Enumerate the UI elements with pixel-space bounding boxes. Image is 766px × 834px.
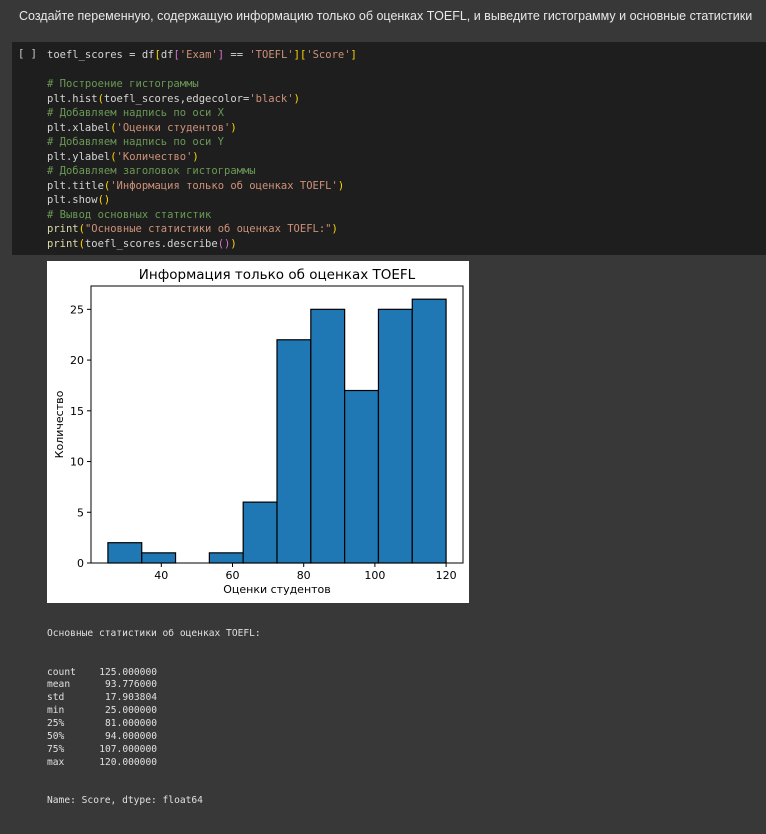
histogram-bar xyxy=(377,308,413,564)
histogram-chart: 40 60 80 100 120 0 5 10 15 20 25 Информация только … xyxy=(53,267,464,596)
x-tick-label: 80 xyxy=(297,569,311,582)
y-tick-label: 25 xyxy=(70,303,84,316)
stats-row: 25% 81.000000 xyxy=(47,718,157,730)
stats-footer: Name: Score, dtype: float64 xyxy=(47,795,203,807)
histogram-bar xyxy=(242,501,278,564)
stats-value: 120.000000 xyxy=(99,756,157,768)
stats-value: 25.000000 xyxy=(105,705,157,717)
cell-output: 40 60 80 100 120 0 5 10 15 20 25 Информация только … xyxy=(0,255,766,806)
stats-value: 17.903804 xyxy=(105,692,157,704)
x-tick-label: 40 xyxy=(154,569,168,582)
stats-row: max 120.000000 xyxy=(47,756,157,768)
histogram-bar xyxy=(276,339,312,564)
histogram-bar xyxy=(344,389,380,564)
chart-title: Информация только об оценках TOEFL xyxy=(139,267,416,283)
stats-value: 94.000000 xyxy=(105,730,157,742)
stats-value: 81.000000 xyxy=(105,718,157,730)
stats-value: 93.776000 xyxy=(105,679,157,691)
axes-frame xyxy=(90,285,464,564)
code-line: plt.xlabel('Оценки студентов') xyxy=(47,121,237,134)
code-line: plt.hist(toefl_scores,edgecolor='black') xyxy=(47,92,300,105)
code-line: # Вывод основных статистик xyxy=(47,208,212,221)
x-tick-label: 100 xyxy=(364,569,385,582)
code-line: print("Основные статистики об оценках TO… xyxy=(47,223,338,235)
stats-row: 75% 107.000000 xyxy=(47,743,157,755)
code-line: # Построение гистограммы xyxy=(47,78,199,90)
stats-row: count 125.000000 xyxy=(47,666,157,678)
y-axis-label: Количество xyxy=(53,390,66,458)
histogram-bar xyxy=(141,552,177,564)
stats-output: Основные статистики об оценках TOEFL: co… xyxy=(47,602,261,834)
y-tick-label: 10 xyxy=(70,456,84,469)
y-tick-label: 15 xyxy=(70,405,84,418)
histogram-bar xyxy=(107,542,143,564)
run-cell-button[interactable]: [ ] xyxy=(18,48,37,60)
x-tick-label: 120 xyxy=(436,569,457,582)
stats-row: 50% 94.000000 xyxy=(47,730,157,742)
histogram-bar xyxy=(411,298,447,564)
stats-value: 125.000000 xyxy=(99,666,157,678)
histogram-bar xyxy=(310,308,346,564)
code-line: plt.ylabel('Количество') xyxy=(47,150,199,163)
stats-row: std 17.903804 xyxy=(47,692,157,704)
code-line: print(toefl_scores.describe()) xyxy=(47,237,237,250)
stats-value: 107.000000 xyxy=(99,743,157,755)
histogram-figure: 40 60 80 100 120 0 5 10 15 20 25 Информация только … xyxy=(47,261,469,603)
x-axis-label: Оценки студентов xyxy=(223,583,331,596)
markdown-cell[interactable]: Создайте переменную, содержащую информац… xyxy=(0,0,766,36)
stats-row: min 25.000000 xyxy=(47,705,157,717)
y-tick-label: 0 xyxy=(77,557,84,570)
x-tick-label: 60 xyxy=(226,569,240,582)
stats-header: Основные статистики об оценках TOEFL: xyxy=(47,627,261,639)
code-line: # Добавляем заголовок гистограммы xyxy=(47,165,256,177)
code-editor[interactable]: toefl_scores = df[df['Exam'] == 'TOEFL']… xyxy=(47,48,357,251)
code-line: plt.show() xyxy=(47,194,111,206)
markdown-text: Создайте переменную, содержащую информац… xyxy=(19,9,753,23)
code-line: toefl_scores = df[df['Exam'] == 'TOEFL']… xyxy=(47,49,357,61)
stats-row: mean 93.776000 xyxy=(47,679,157,691)
code-line: plt.title('Информация только об оценках … xyxy=(47,179,345,192)
code-line: # Добавляем надпись по оси Y xyxy=(47,136,225,148)
code-line xyxy=(47,63,357,78)
histogram-bar xyxy=(208,552,244,564)
y-tick-label: 5 xyxy=(77,506,84,519)
y-tick-label: 20 xyxy=(70,354,84,367)
code-cell[interactable]: [ ] toefl_scores = df[df['Exam'] == 'TOE… xyxy=(12,42,766,255)
code-line: # Добавляем надпись по оси X xyxy=(47,107,225,119)
